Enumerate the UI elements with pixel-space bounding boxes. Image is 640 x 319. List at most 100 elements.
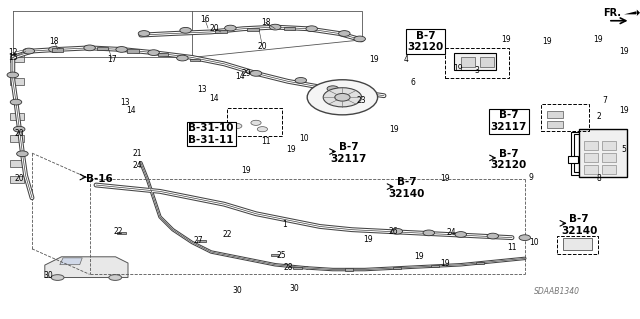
Bar (10, 176, 24, 183)
Text: 29: 29 (241, 69, 252, 78)
Circle shape (295, 78, 307, 83)
Circle shape (269, 24, 281, 30)
Circle shape (250, 70, 262, 76)
Text: 2: 2 (596, 112, 601, 121)
Circle shape (225, 25, 236, 31)
Text: 24: 24 (446, 228, 456, 237)
Text: 13: 13 (120, 98, 130, 107)
Circle shape (306, 26, 317, 32)
Bar (461, 57, 475, 67)
Text: 1: 1 (282, 220, 287, 229)
Bar (563, 238, 592, 250)
Text: 19: 19 (440, 174, 450, 183)
Circle shape (487, 233, 499, 239)
Bar (10, 55, 24, 62)
Bar (445, 48, 509, 78)
Bar (602, 165, 616, 174)
Bar (10, 113, 24, 120)
Text: 15: 15 (8, 53, 18, 62)
Text: B-7
32117: B-7 32117 (331, 142, 367, 164)
Text: 19: 19 (593, 35, 604, 44)
Text: 21: 21 (133, 149, 142, 158)
Bar (158, 53, 168, 56)
Text: 19: 19 (440, 259, 450, 268)
Circle shape (180, 27, 191, 33)
Text: 22: 22 (114, 227, 123, 236)
Bar (271, 254, 279, 256)
Bar (284, 27, 295, 30)
Circle shape (177, 55, 188, 61)
Bar (476, 262, 484, 264)
Text: 4: 4 (404, 55, 409, 63)
Bar (581, 156, 591, 164)
Text: B-7
32120: B-7 32120 (408, 31, 444, 52)
Text: 23: 23 (356, 96, 367, 105)
Text: 30: 30 (43, 271, 53, 280)
Bar (431, 265, 440, 267)
Text: 28: 28 (284, 263, 292, 272)
Text: B-7
32120: B-7 32120 (491, 149, 527, 170)
Bar (10, 135, 24, 142)
Text: 10: 10 (299, 134, 309, 143)
Circle shape (423, 230, 435, 236)
Bar (480, 57, 494, 67)
Text: 19: 19 (619, 106, 629, 115)
Bar (97, 47, 108, 50)
Text: 18: 18 (261, 18, 270, 27)
FancyBboxPatch shape (579, 129, 627, 177)
Text: B-7
32140: B-7 32140 (561, 214, 597, 236)
Text: 11: 11 (508, 243, 516, 252)
Circle shape (116, 47, 127, 52)
Bar (10, 160, 24, 167)
Bar (584, 153, 598, 162)
Text: 22: 22 (223, 230, 232, 239)
Bar (575, 134, 623, 172)
Circle shape (307, 80, 378, 115)
Bar (568, 156, 578, 164)
Text: 7: 7 (602, 96, 607, 105)
Polygon shape (624, 10, 640, 16)
Text: 19: 19 (286, 145, 296, 154)
Bar (557, 236, 598, 254)
Text: 13: 13 (196, 85, 207, 94)
Text: 5: 5 (621, 145, 627, 154)
Text: 17: 17 (107, 55, 117, 63)
Ellipse shape (51, 275, 64, 280)
Circle shape (138, 31, 150, 36)
Circle shape (49, 47, 60, 52)
Text: 19: 19 (414, 252, 424, 261)
Text: 11: 11 (261, 137, 270, 146)
Bar (215, 30, 227, 33)
Circle shape (455, 232, 467, 237)
Bar (197, 240, 206, 242)
FancyBboxPatch shape (454, 53, 496, 70)
Circle shape (148, 50, 159, 56)
Bar (117, 232, 126, 234)
Text: 20: 20 (257, 42, 268, 51)
Bar (345, 269, 353, 271)
Circle shape (232, 123, 242, 129)
Text: 14: 14 (209, 94, 220, 103)
Text: FR.: FR. (604, 8, 621, 18)
Polygon shape (60, 258, 83, 265)
Bar (602, 141, 616, 150)
Circle shape (251, 120, 261, 125)
Circle shape (323, 88, 362, 107)
Text: 24: 24 (132, 161, 143, 170)
Bar (547, 111, 563, 118)
Bar (594, 156, 604, 164)
Text: 19: 19 (452, 64, 463, 73)
Text: 12: 12 (8, 48, 17, 57)
Circle shape (327, 86, 339, 92)
Bar (547, 121, 563, 128)
Bar (227, 108, 282, 136)
Text: 16: 16 (200, 15, 210, 24)
Circle shape (354, 36, 365, 42)
Bar (10, 78, 24, 85)
Circle shape (17, 151, 28, 157)
Bar (393, 267, 401, 269)
Bar (584, 141, 598, 150)
Circle shape (391, 228, 403, 234)
Text: 30: 30 (232, 286, 242, 295)
Text: 19: 19 (619, 47, 629, 56)
